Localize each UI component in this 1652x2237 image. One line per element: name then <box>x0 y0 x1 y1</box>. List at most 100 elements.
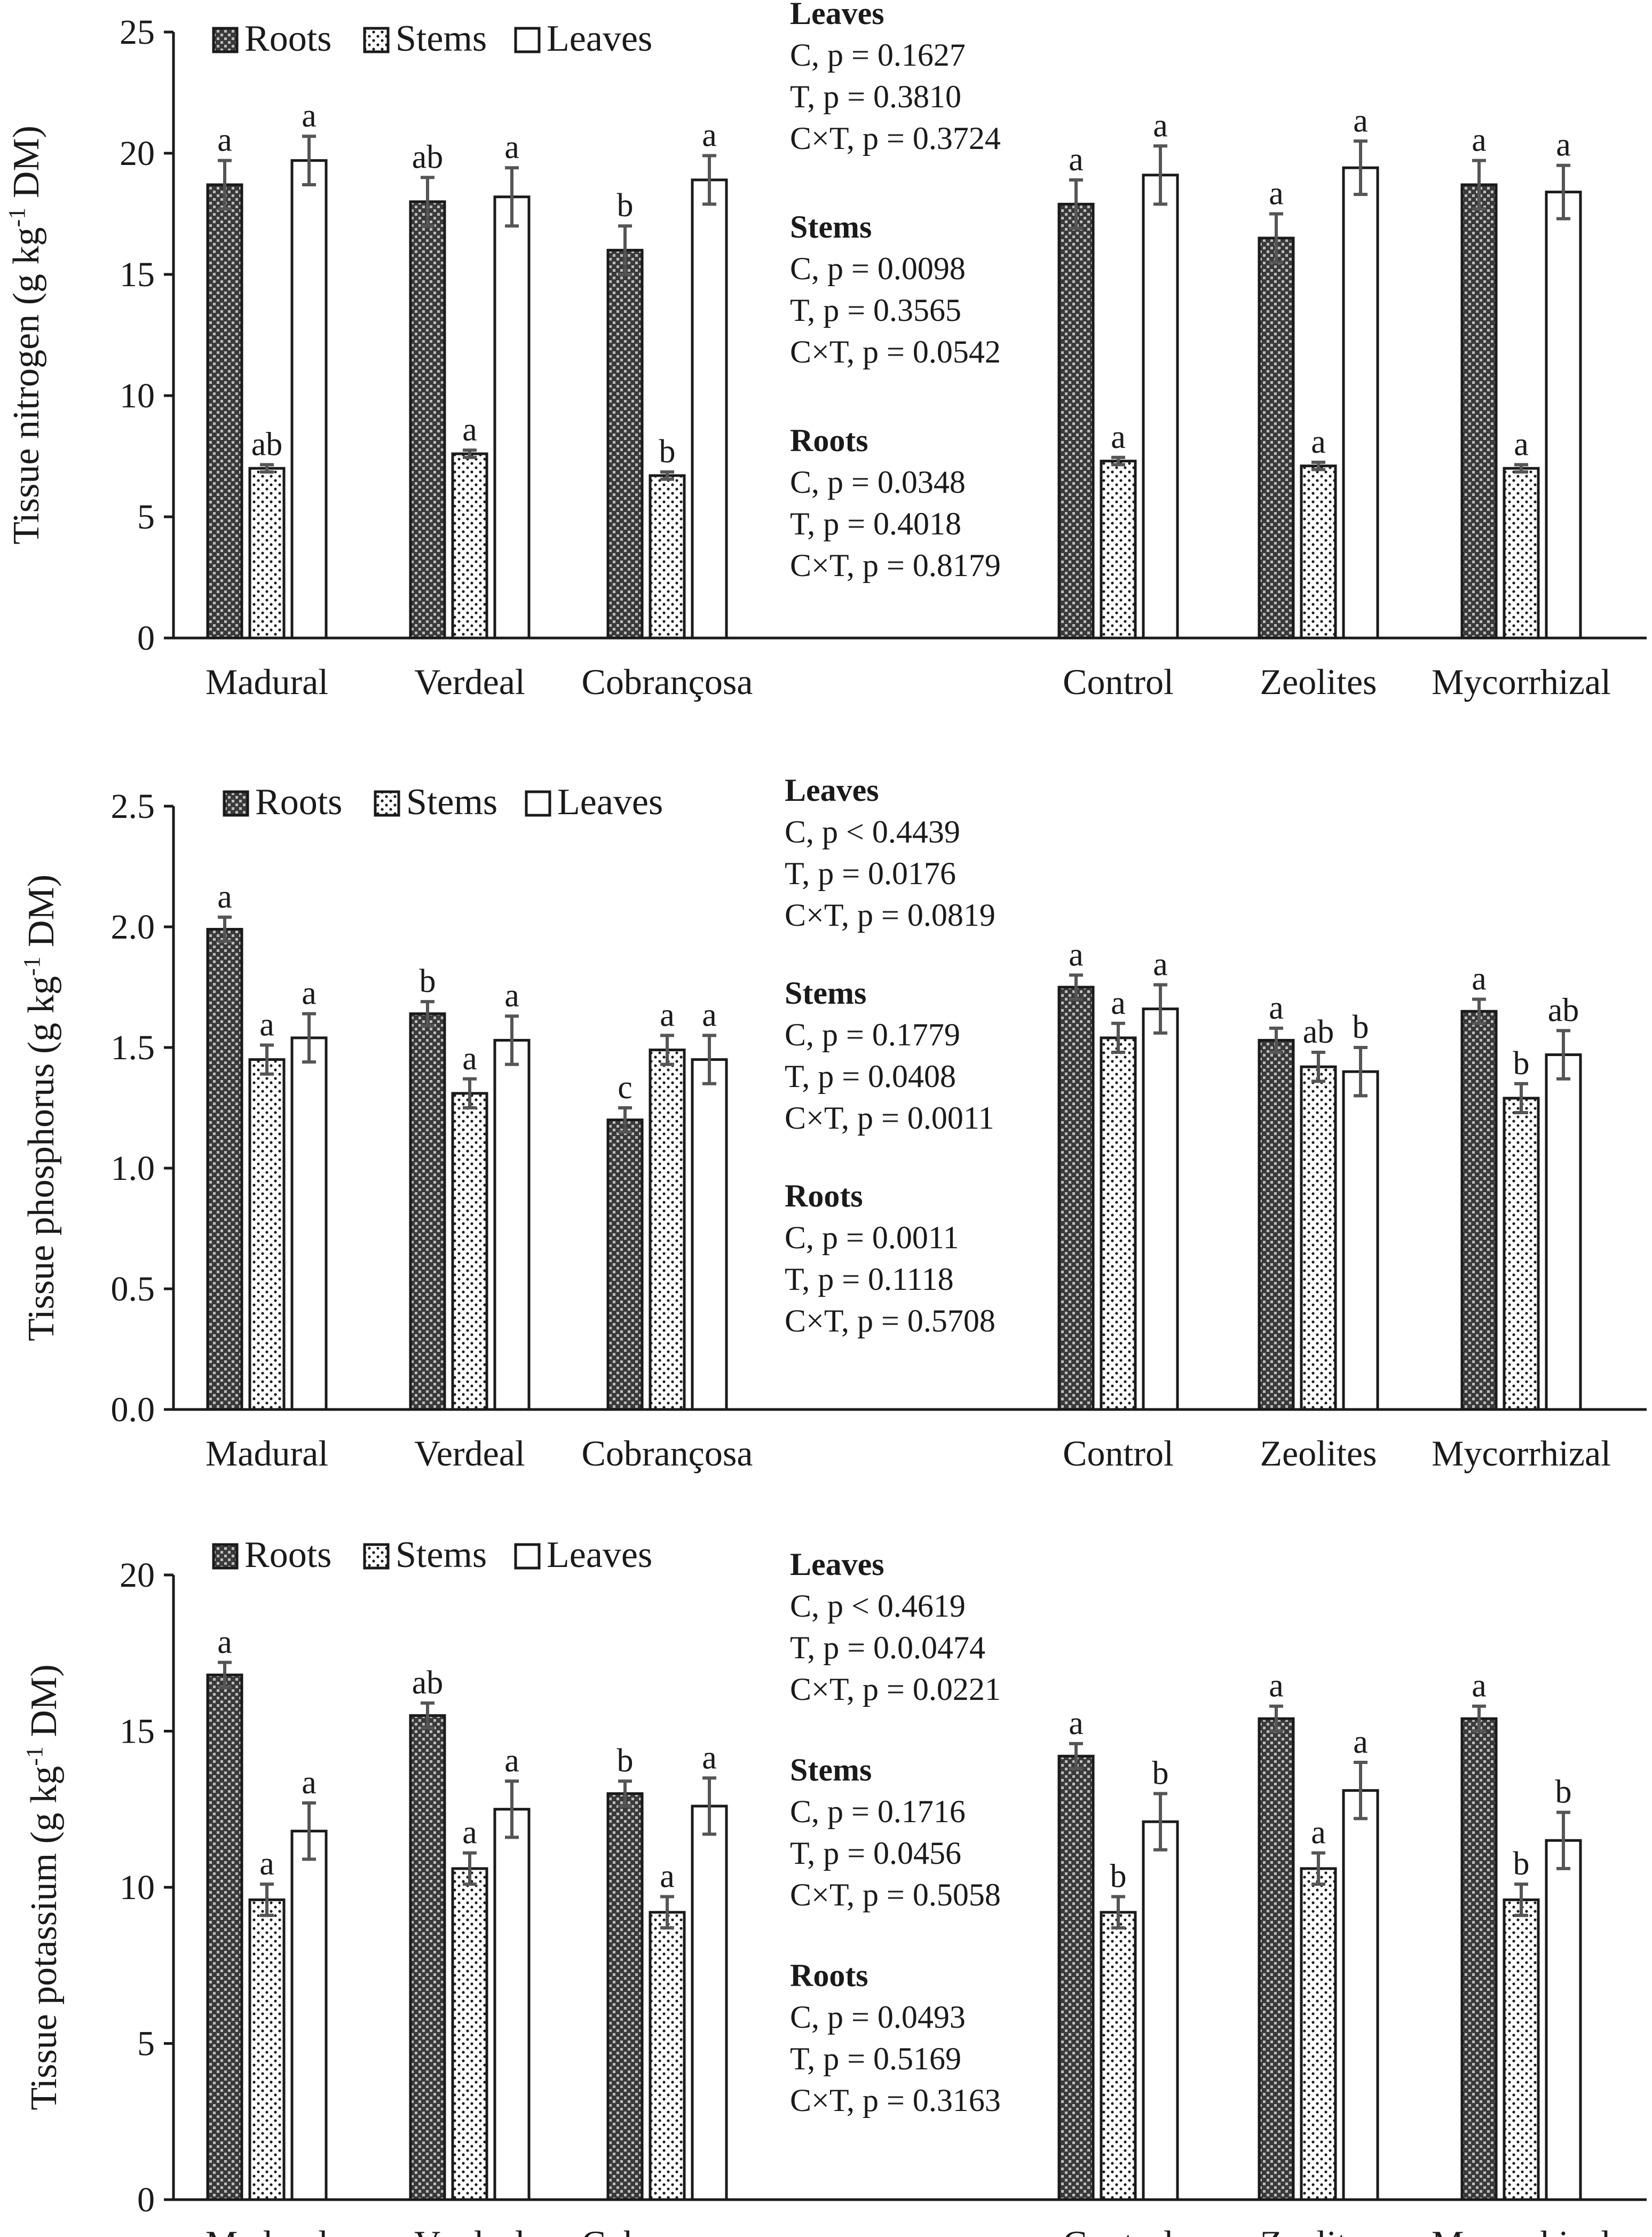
bar-stems <box>1503 467 1540 640</box>
significance-letter: a <box>702 1739 717 1776</box>
legend-swatch-stems <box>363 1543 390 1570</box>
stats-line: C×T, p = 0.3163 <box>790 2083 1001 2118</box>
category-label: Verdeal <box>414 661 525 702</box>
bar-stems <box>451 452 488 640</box>
significance-letter: b <box>1513 1846 1530 1882</box>
stats-line: T, p = 0.3565 <box>790 293 961 328</box>
stats-line: C×T, p = 0.0011 <box>785 1100 994 1136</box>
stats-line: C, p < 0.4439 <box>785 814 960 849</box>
bar-stems <box>649 474 686 640</box>
significance-letter: a <box>462 1815 477 1851</box>
y-axis-label: Tissue nitrogen (g kg-1 DM) <box>4 125 47 545</box>
stats-line: C, p = 0.1779 <box>785 1017 960 1052</box>
significance-letter: a <box>1269 176 1284 212</box>
bar-stems <box>248 1058 286 1411</box>
y-tick-label: 0 <box>137 619 155 658</box>
y-axis-label: Tissue potassium (g kg-1 DM) <box>21 1664 65 2110</box>
stats-heading: Roots <box>790 1958 868 1993</box>
significance-letter: a <box>1069 1705 1084 1742</box>
category-label: Zeolites <box>1260 2223 1377 2237</box>
stats-line: C, p = 0.1627 <box>790 37 966 73</box>
significance-letter: ab <box>412 139 444 175</box>
significance-letter: ab <box>251 426 283 462</box>
category-label: Cobrançosa <box>581 661 753 702</box>
bar-leaves <box>691 1058 728 1411</box>
bar-leaves <box>1142 1007 1179 1411</box>
significance-letter: a <box>1472 961 1487 997</box>
category-label: Madural <box>205 661 328 702</box>
stats-line: C×T, p = 0.0542 <box>790 334 1001 369</box>
significance-letter: a <box>217 879 232 915</box>
bar-roots <box>409 1012 446 1411</box>
category-label: Zeolites <box>1260 661 1377 702</box>
significance-letter: b <box>1353 1009 1369 1045</box>
stats-heading: Leaves <box>790 0 884 31</box>
significance-letter: a <box>1514 426 1529 462</box>
category-label: Mycorrhizal <box>1432 1433 1611 1474</box>
bar-roots <box>1258 1038 1295 1411</box>
significance-letter: a <box>1472 122 1487 159</box>
legend-swatch-leaves <box>514 27 541 53</box>
significance-letter: a <box>504 1743 519 1779</box>
category-label: Mycorrhizal <box>1432 2223 1611 2237</box>
stats-heading: Stems <box>790 1752 872 1787</box>
legend-swatch-leaves <box>514 1543 541 1570</box>
significance-letter: b <box>659 434 676 470</box>
stats-line: C×T, p = 0.8179 <box>790 548 1001 583</box>
legend-label: Roots <box>244 18 331 59</box>
bar-stems <box>1300 1867 1337 2201</box>
y-tick-label: 10 <box>120 376 155 415</box>
bar-roots <box>1460 1010 1498 1411</box>
bar-leaves <box>1545 1053 1582 1411</box>
legend-label: Stems <box>396 18 487 59</box>
significance-letter: a <box>1353 103 1368 139</box>
y-tick-label: 2.0 <box>111 908 155 947</box>
legend-swatch-leaves <box>525 790 551 817</box>
significance-letter: a <box>504 978 519 1014</box>
significance-letter: a <box>1069 141 1084 178</box>
significance-letter: a <box>1311 424 1326 460</box>
stats-line: T, p = 0.0408 <box>785 1059 956 1094</box>
bar-leaves <box>1545 191 1582 640</box>
bar-stems <box>451 1867 488 2201</box>
significance-letter: a <box>1353 1724 1368 1760</box>
significance-letter: a <box>1556 127 1571 163</box>
bar-roots <box>606 1792 644 2201</box>
category-label: Zeolites <box>1260 1433 1377 1474</box>
bar-roots <box>1057 1754 1095 2201</box>
significance-letter: b <box>1513 1045 1530 1082</box>
y-axis-label: Tissue phosphorus (g kg-1 DM) <box>19 875 62 1341</box>
legend-label: Stems <box>406 782 497 823</box>
category-label: Control <box>1063 2223 1174 2237</box>
y-tick-label: 0.5 <box>111 1270 155 1309</box>
stats-line: T, p = 0.3810 <box>790 79 961 114</box>
y-tick-label: 25 <box>120 13 155 52</box>
category-label: Verdeal <box>414 2223 525 2237</box>
bar-roots <box>1460 183 1498 640</box>
y-tick-label: 2.5 <box>111 787 155 826</box>
y-tick-label: 15 <box>120 255 155 294</box>
category-label: Mycorrhizal <box>1432 661 1611 702</box>
bar-roots <box>1057 986 1095 1411</box>
stats-line: C×T, p = 0.3724 <box>790 121 1001 156</box>
y-tick-label: 10 <box>120 1868 155 1907</box>
significance-letter: a <box>462 1041 477 1077</box>
phosphorus-chart: 0.0 0.5 1.0 1.5 2.0 2.5 Tissue phosphorus (g k… <box>19 773 1647 1474</box>
significance-letter: a <box>1069 936 1084 973</box>
bar-leaves <box>493 195 531 640</box>
legend-label: Roots <box>255 782 342 823</box>
significance-letter: b <box>1152 1755 1169 1792</box>
stats-line: C×T, p = 0.0221 <box>790 1672 1001 1707</box>
bar-roots <box>206 183 243 640</box>
bar-roots <box>409 200 446 640</box>
legend-swatch-roots <box>212 27 239 53</box>
category-label: Control <box>1063 661 1174 702</box>
legend-swatch-stems <box>374 790 400 817</box>
stats-line: C, p = 0.0348 <box>790 464 966 500</box>
significance-letter: a <box>462 412 477 448</box>
bar-leaves <box>1342 1789 1379 2201</box>
legend-label: Leaves <box>547 18 652 59</box>
legend-label: Stems <box>396 1534 487 1576</box>
significance-letter: a <box>302 98 317 134</box>
stats-line: T, p = 0.4018 <box>790 506 961 541</box>
